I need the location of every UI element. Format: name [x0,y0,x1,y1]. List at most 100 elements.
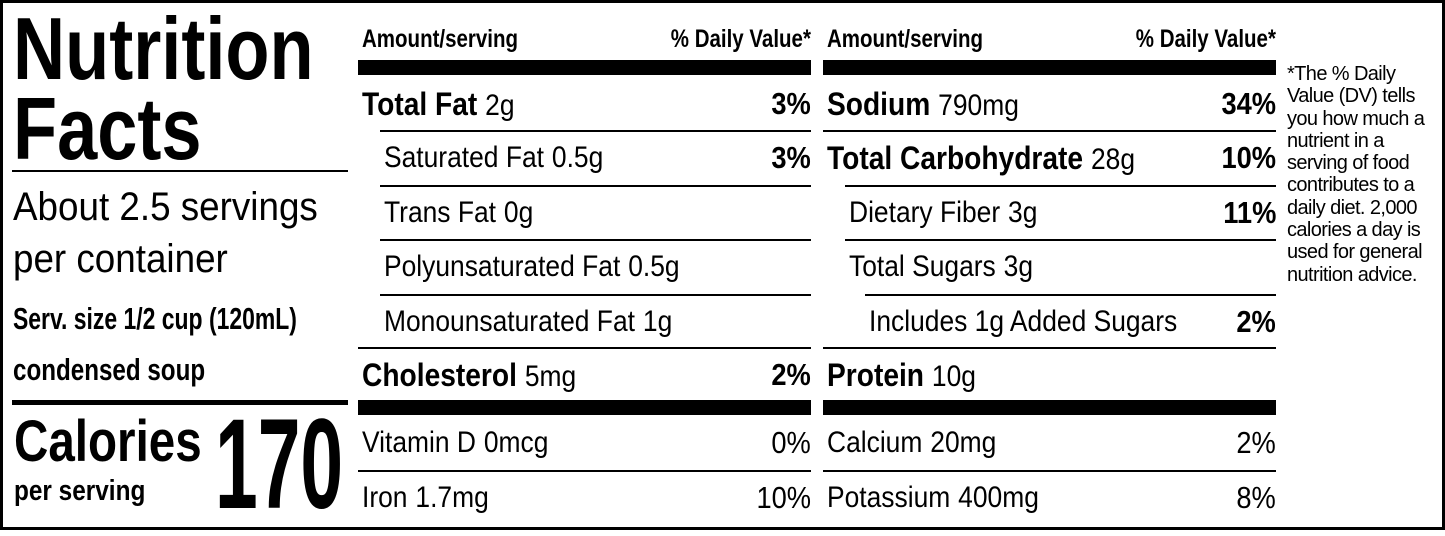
vitamin-amount: 20mg [930,426,997,459]
row-rule [358,347,811,349]
title-line: Facts [13,79,202,178]
nutrient-text: Monounsaturated Fat 1g [384,295,672,349]
title-line: Nutrition [13,0,314,98]
row-rule [380,239,811,241]
header-daily-value: % Daily Value* [670,25,811,53]
header-amount: Amount/serving [362,25,519,53]
footnote: *The % Daily Value (DV) tells you how mu… [1287,63,1425,286]
nutrient-row: Monounsaturated Fat 1g [358,295,811,349]
nutrient-text: Total Carbohydrate 28g [827,131,1135,185]
nutrient-name: Protein [827,357,925,393]
row-rule [380,294,811,296]
nutrient-row: Includes 1g Added Sugars 2% [823,295,1276,349]
daily-value: 10% [756,480,811,515]
calories-text: Calories [14,409,202,474]
daily-value: 0% [771,425,811,460]
thick-bar [823,400,1276,415]
nutrient-text: Dietary Fiber 3g [849,186,1037,240]
calories-value: 170 [215,401,429,529]
vitamin-text: Potassium 400mg [827,471,1039,525]
thick-rule [12,400,348,405]
nutrient-name: Saturated Fat [384,141,544,174]
vitamin-name: Potassium [827,481,951,514]
nutrient-amount: 5mg [524,360,577,393]
serving-size: condensed soup [13,350,259,390]
nutrient-name: Total Fat [362,86,478,122]
nutrient-text: Sodium 790mg [827,77,1019,131]
serving-size-line: condensed soup [13,352,206,387]
row-rule [865,294,1276,296]
thick-bar [358,60,811,75]
nutrient-name: Total Sugars [849,250,996,283]
nutrient-row: Total Sugars 3g [823,240,1276,294]
vitamin-amount: 400mg [958,481,1039,514]
nutrient-row: Cholesterol 5mg 2% [358,348,811,402]
servings: About 2.5 servings [13,183,344,231]
row-rule [358,470,811,472]
nutrient-row: Protein 10g [823,348,1276,402]
daily-value: 11% [1222,195,1276,230]
nutrient-row: Total Fat 2g 3% [358,77,811,131]
row-rule [845,185,1276,187]
nutrient-amount: 0g [503,196,534,229]
nutrient-text: Includes 1g Added Sugars [869,295,1177,349]
servings-line: About 2.5 servings [13,185,318,229]
nutrient-row: Dietary Fiber 3g 11% [823,186,1276,240]
nutrient-amount: 3g [1003,250,1034,283]
nutrient-text: Total Fat 2g [362,77,515,131]
nutrient-amount: 1g [642,305,673,338]
title: Nutrition [13,5,380,93]
servings-line: per container [13,237,228,281]
daily-value: 3% [771,140,811,175]
vitamin-text: Vitamin D 0mcg [362,416,548,470]
row-rule [845,239,1276,241]
row-rule [823,470,1276,472]
serving-size: Serv. size 1/2 cup (120mL) [13,299,397,339]
nutrient-name: Sodium [827,86,931,122]
nutrient-row: Total Carbohydrate 28g 10% [823,131,1276,185]
vitamin-text: Calcium 20mg [827,416,996,470]
vitamin-row: Vitamin D 0mcg 0% [358,416,811,470]
vitamin-name: Vitamin D [362,426,476,459]
daily-value: 3% [771,86,811,121]
nutrient-text: Polyunsaturated Fat 0.5g [384,240,680,294]
nutrient-text: Total Sugars 3g [849,240,1033,294]
nutrient-amount: 3g [1008,196,1038,229]
vitamin-amount: 1.7mg [415,481,489,514]
header-amount: Amount/serving [827,25,984,53]
vitamin-row: Iron 1.7mg 10% [358,471,811,525]
nutrient-row: Saturated Fat 0.5g 3% [358,131,811,185]
nutrient-name: Total Carbohydrate [827,140,1084,176]
nutrient-amount: 10g [931,360,976,393]
row-rule [380,130,811,132]
nutrient-amount: 0.5g [628,250,680,283]
title: Facts [13,85,243,173]
vitamin-name: Iron [362,481,408,514]
nutrient-name: Polyunsaturated Fat [384,250,621,283]
row-rule [823,130,1276,132]
vitamin-row: Potassium 400mg 8% [823,471,1276,525]
nutrient-amount: 2g [485,89,515,122]
nutrient-text: Trans Fat 0g [384,186,533,240]
nutrient-row: Polyunsaturated Fat 0.5g [358,240,811,294]
nutrient-name: Cholesterol [362,357,517,393]
vitamin-row: Calcium 20mg 2% [823,416,1276,470]
nutrient-name: Trans Fat [384,196,496,229]
serving-size-line: Serv. size 1/2 cup (120mL) [13,301,297,336]
vitamin-name: Calcium [827,426,923,459]
calories-number: 170 [215,393,344,536]
daily-value: 34% [1221,86,1276,121]
nutrient-text: Saturated Fat 0.5g [384,131,603,185]
nutrient-amount: 28g [1091,143,1136,176]
thick-bar [358,400,811,415]
nutrient-amount: 0.5g [551,141,604,174]
daily-value: 2% [1236,425,1276,460]
calories-label: Calories [14,411,243,473]
daily-value: 10% [1221,140,1276,175]
nutrient-text: Cholesterol 5mg [362,348,576,402]
calories-sublabel: per serving [14,473,170,509]
thick-bar [823,60,1276,75]
vitamin-text: Iron 1.7mg [362,471,489,525]
servings: per container [13,235,246,283]
